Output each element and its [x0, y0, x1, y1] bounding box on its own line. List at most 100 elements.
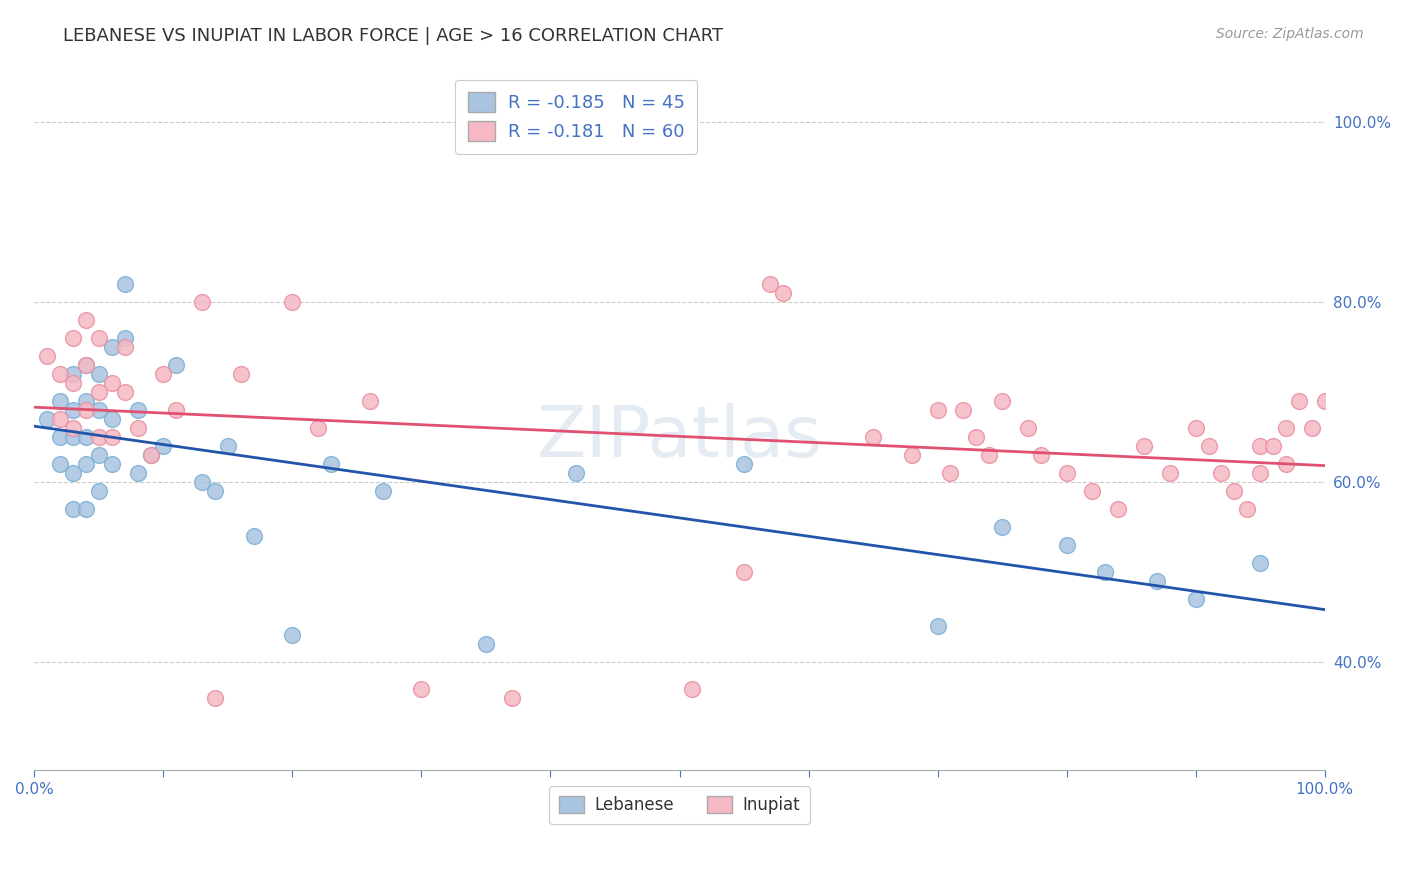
Point — [1223, 484, 1246, 499]
Point — [411, 681, 433, 696]
Point — [75, 502, 97, 516]
Text: LEBANESE VS INUPIAT IN LABOR FORCE | AGE > 16 CORRELATION CHART: LEBANESE VS INUPIAT IN LABOR FORCE | AGE… — [63, 27, 724, 45]
Point — [321, 457, 343, 471]
Point — [62, 502, 84, 516]
Point — [927, 619, 949, 633]
Point — [1107, 502, 1129, 516]
Point — [1017, 421, 1039, 435]
Point — [242, 529, 264, 543]
Point — [87, 403, 110, 417]
Point — [939, 466, 962, 480]
Point — [62, 421, 84, 435]
Point — [75, 457, 97, 471]
Point — [75, 394, 97, 409]
Point — [87, 448, 110, 462]
Point — [127, 403, 149, 417]
Point — [87, 430, 110, 444]
Point — [49, 430, 72, 444]
Point — [191, 475, 214, 490]
Point — [1133, 439, 1156, 453]
Point — [204, 484, 226, 499]
Legend: Lebanese, Inupiat: Lebanese, Inupiat — [550, 786, 810, 824]
Point — [927, 403, 949, 417]
Point — [87, 385, 110, 400]
Point — [75, 430, 97, 444]
Point — [1288, 394, 1310, 409]
Point — [359, 394, 381, 409]
Point — [75, 358, 97, 372]
Point — [1249, 466, 1271, 480]
Point — [127, 421, 149, 435]
Point — [1184, 592, 1206, 607]
Text: ZIPatlas: ZIPatlas — [537, 403, 823, 472]
Point — [101, 430, 124, 444]
Point — [371, 484, 394, 499]
Point — [733, 565, 755, 579]
Point — [772, 286, 794, 301]
Point — [165, 358, 187, 372]
Point — [75, 358, 97, 372]
Point — [900, 448, 922, 462]
Point — [152, 368, 174, 382]
Point — [1184, 421, 1206, 435]
Point — [204, 691, 226, 706]
Point — [281, 628, 304, 642]
Point — [1081, 484, 1104, 499]
Point — [49, 394, 72, 409]
Point — [1275, 457, 1298, 471]
Point — [1159, 466, 1181, 480]
Point — [862, 430, 884, 444]
Point — [979, 448, 1001, 462]
Point — [681, 681, 703, 696]
Point — [49, 412, 72, 426]
Point — [1029, 448, 1052, 462]
Point — [114, 385, 136, 400]
Point — [217, 439, 239, 453]
Point — [759, 277, 782, 292]
Point — [62, 466, 84, 480]
Point — [87, 484, 110, 499]
Point — [1094, 565, 1116, 579]
Point — [62, 430, 84, 444]
Point — [191, 295, 214, 310]
Point — [1313, 394, 1336, 409]
Text: Source: ZipAtlas.com: Source: ZipAtlas.com — [1216, 27, 1364, 41]
Point — [87, 331, 110, 345]
Point — [307, 421, 329, 435]
Point — [37, 412, 59, 426]
Point — [965, 430, 987, 444]
Point — [1249, 556, 1271, 570]
Point — [1211, 466, 1233, 480]
Point — [49, 368, 72, 382]
Point — [101, 376, 124, 391]
Point — [1056, 538, 1078, 552]
Point — [165, 403, 187, 417]
Point — [229, 368, 252, 382]
Point — [114, 277, 136, 292]
Point — [1198, 439, 1220, 453]
Point — [75, 403, 97, 417]
Point — [1056, 466, 1078, 480]
Point — [101, 340, 124, 354]
Point — [62, 376, 84, 391]
Point — [87, 368, 110, 382]
Point — [1249, 439, 1271, 453]
Point — [501, 691, 523, 706]
Point — [733, 457, 755, 471]
Point — [565, 466, 588, 480]
Point — [101, 412, 124, 426]
Point — [1261, 439, 1284, 453]
Point — [991, 394, 1014, 409]
Point — [1301, 421, 1323, 435]
Point — [1275, 421, 1298, 435]
Point — [127, 466, 149, 480]
Point — [991, 520, 1014, 534]
Point — [475, 637, 498, 651]
Point — [139, 448, 162, 462]
Point — [49, 457, 72, 471]
Point — [139, 448, 162, 462]
Point — [62, 331, 84, 345]
Point — [952, 403, 974, 417]
Point — [1236, 502, 1258, 516]
Point — [62, 368, 84, 382]
